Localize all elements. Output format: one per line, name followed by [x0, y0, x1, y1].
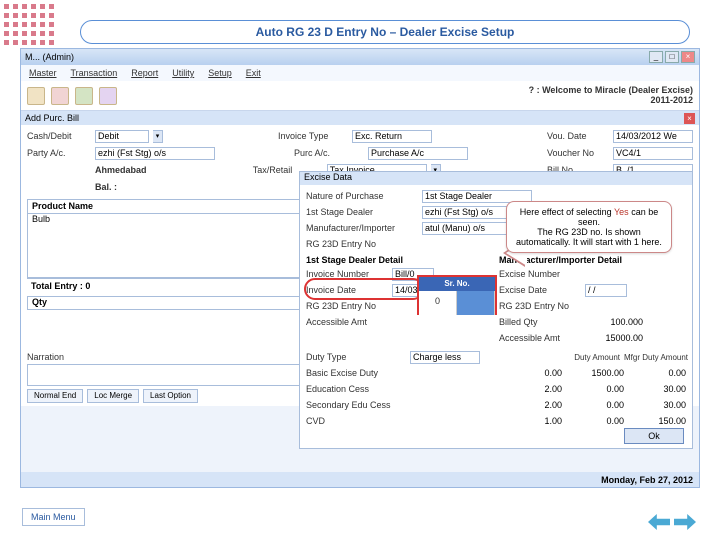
bed-label: Basic Excise Duty — [306, 368, 406, 378]
party-label: Party A/c. — [27, 148, 91, 158]
btn-last-option[interactable]: Last Option — [143, 389, 198, 403]
nature-label: Nature of Purchase — [306, 191, 418, 201]
left-detail-head: 1st Stage Dealer Detail — [306, 254, 493, 266]
rg-ent2-label: RG 23D Entry No — [499, 301, 581, 311]
menu-master[interactable]: Master — [29, 68, 57, 78]
menu-transaction[interactable]: Transaction — [71, 68, 118, 78]
tool-icon-3[interactable] — [75, 87, 93, 105]
excise-title: Excise Data — [300, 172, 692, 185]
rg-label: RG 23D Entry No — [306, 239, 418, 249]
billed-label: Billed Qty — [499, 317, 581, 327]
charge-field[interactable]: Charge less — [410, 351, 480, 364]
slide-title: Auto RG 23 D Entry No – Dealer Excise Se… — [80, 20, 690, 44]
menu-utility[interactable]: Utility — [172, 68, 194, 78]
vou-no-field[interactable]: VC4/1 — [613, 147, 693, 160]
cvd-label: CVD — [306, 416, 406, 426]
prev-arrow-icon[interactable] — [648, 514, 670, 530]
popup-header: Sr. No. — [419, 277, 495, 291]
minimize-icon[interactable]: _ — [649, 51, 663, 63]
cash-debit-label: Cash/Debit — [27, 131, 91, 141]
exc-dt-field[interactable]: / / — [585, 284, 627, 297]
form-header: Add Purc. Bill × — [21, 111, 699, 125]
main-menu-button[interactable]: Main Menu — [22, 508, 85, 526]
sec-label: Secondary Edu Cess — [306, 400, 406, 410]
invoice-type-field[interactable]: Exc. Return — [352, 130, 432, 143]
next-arrow-icon[interactable] — [674, 514, 696, 530]
dropdown-icon[interactable]: ▾ — [153, 130, 163, 143]
edu-label: Education Cess — [306, 384, 406, 394]
duty-type-label: Duty Type — [306, 352, 406, 362]
dealer-label: 1st Stage Dealer — [306, 207, 418, 217]
popup-cell-sel[interactable] — [457, 291, 495, 315]
tool-icon-2[interactable] — [51, 87, 69, 105]
acc-amt2-label: Accessible Amt — [499, 333, 581, 343]
manuf-label: Manufacturer/Importer — [306, 223, 418, 233]
purc-label: Purc A/c. — [294, 148, 364, 158]
popup-cell[interactable]: 0 — [419, 291, 457, 315]
vou-date-label: Vou. Date — [547, 131, 609, 141]
invoice-type-label: Invoice Type — [278, 131, 348, 141]
tool-icon-1[interactable] — [27, 87, 45, 105]
bal-label: Bal. : — [95, 182, 117, 192]
close-icon[interactable]: × — [681, 51, 695, 63]
menu-exit[interactable]: Exit — [246, 68, 261, 78]
maximize-icon[interactable]: □ — [665, 51, 679, 63]
btn-normal-end[interactable]: Normal End — [27, 389, 83, 403]
app-title: M... (Admin) — [25, 52, 74, 62]
tool-icon-4[interactable] — [99, 87, 117, 105]
exc-dt-label: Excise Date — [499, 285, 581, 295]
acc-amt-label: Accessible Amt — [306, 317, 388, 327]
rg-ent-label: RG 23D Entry No — [306, 301, 388, 311]
nav-arrows — [648, 514, 696, 530]
vou-date-field[interactable]: 14/03/2012 We — [613, 130, 693, 143]
menu-setup[interactable]: Setup — [208, 68, 232, 78]
purc-field[interactable]: Purchase A/c — [368, 147, 468, 160]
window-controls: _ □ × — [649, 51, 695, 63]
deco-dots — [4, 4, 56, 45]
form-name: Add Purc. Bill — [25, 113, 79, 123]
ok-button[interactable]: Ok — [624, 428, 684, 444]
menubar: Master Transaction Report Utility Setup … — [21, 65, 699, 81]
welcome-text: ? : Welcome to Miracle (Dealer Excise)20… — [529, 85, 693, 105]
party-field[interactable]: ezhi (Fst Stg) o/s — [95, 147, 215, 160]
menu-report[interactable]: Report — [131, 68, 158, 78]
right-detail-head: Manufacturer/Importer Detail — [499, 254, 686, 266]
exc-no-label: Excise Number — [499, 269, 581, 279]
form-close-icon[interactable]: × — [684, 113, 695, 124]
highlight-ring — [304, 278, 424, 300]
srno-popup: Sr. No. 0 — [417, 275, 497, 315]
city-text: Ahmedabad — [95, 165, 147, 175]
cash-debit-field[interactable]: Debit — [95, 130, 149, 143]
titlebar: M... (Admin) _ □ × — [21, 49, 699, 65]
status-bar: Monday, Feb 27, 2012 — [21, 472, 699, 487]
btn-loc-merge[interactable]: Loc Merge — [87, 389, 139, 403]
callout-box: Here effect of selecting Yes can be seen… — [506, 201, 672, 253]
vou-no-label: Voucher No — [547, 148, 609, 158]
toolbar: ? : Welcome to Miracle (Dealer Excise)20… — [21, 81, 699, 111]
